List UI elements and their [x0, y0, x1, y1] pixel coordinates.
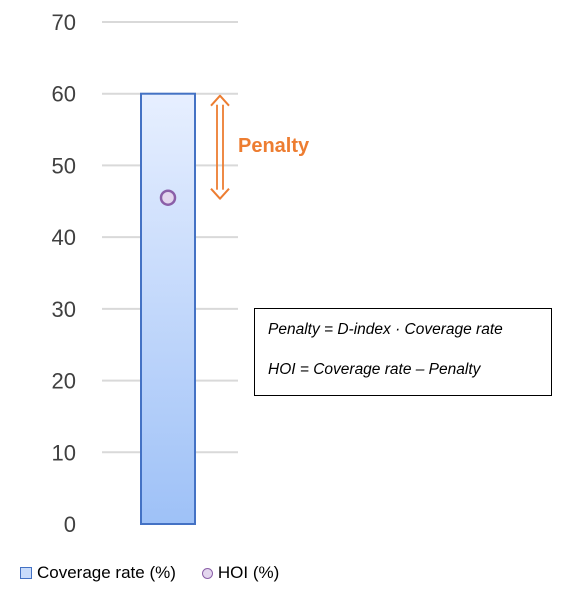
- penalty-arrow-part: [210, 94, 230, 107]
- legend-item-hoi: HOI (%): [201, 563, 280, 583]
- y-tick-label: 10: [52, 440, 76, 465]
- penalty-label: Penalty: [238, 135, 310, 157]
- y-tick-label: 20: [52, 369, 76, 394]
- y-tick-label: 50: [52, 153, 76, 178]
- legend: Coverage rate (%) HOI (%): [20, 562, 305, 584]
- y-tick-label: 60: [52, 82, 76, 107]
- hoi-swatch-icon: [201, 567, 213, 579]
- y-axis-tick-labels: 0 10 20 30 40 50 60 70: [52, 10, 76, 537]
- y-tick-label: 30: [52, 297, 76, 322]
- penalty-formula: Penalty = D-index · Coverage rate: [268, 321, 503, 338]
- hoi-point: [159, 189, 177, 206]
- coverage-rate-bar: [140, 92, 196, 525]
- legend-coverage-label: Coverage rate (%): [37, 563, 176, 582]
- legend-item-coverage: Coverage rate (%): [20, 563, 176, 583]
- y-tick-label: 40: [52, 225, 76, 250]
- hoi-formula: HOI = Coverage rate – Penalty: [268, 361, 481, 378]
- formula-box: Penalty = D-index · Coverage rate HOI = …: [254, 308, 552, 396]
- penalty-arrow-icon: [210, 94, 230, 200]
- penalty-arrow-part: [210, 188, 230, 200]
- chart-area: 0 10 20 30 40 50 60 70 Penalty: [52, 10, 311, 537]
- legend-hoi-label: HOI (%): [217, 563, 280, 582]
- coverage-swatch-icon: [20, 567, 32, 579]
- y-tick-label: 70: [52, 10, 76, 35]
- y-tick-label: 0: [64, 512, 76, 537]
